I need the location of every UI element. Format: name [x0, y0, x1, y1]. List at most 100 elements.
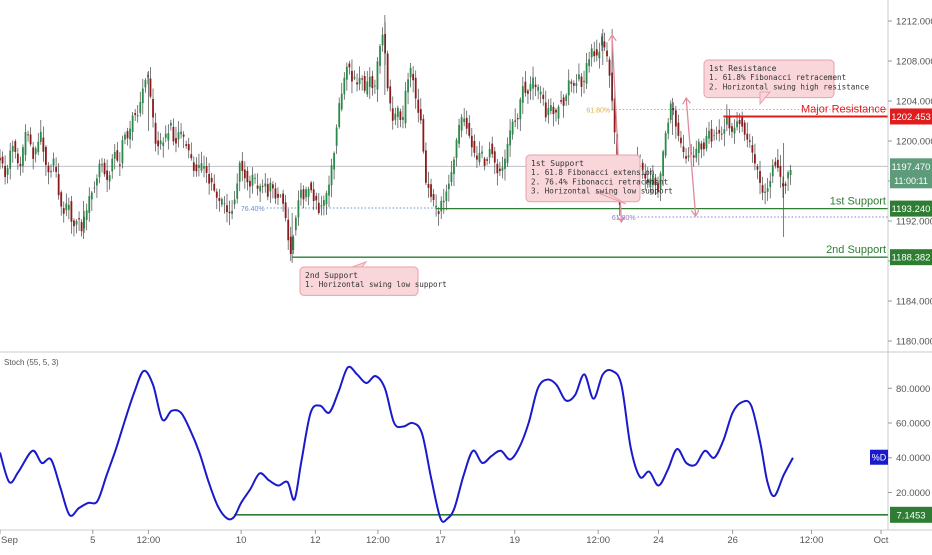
candle[interactable] [715, 126, 718, 141]
candle[interactable] [39, 119, 42, 145]
candle[interactable] [761, 176, 764, 201]
candle[interactable] [697, 138, 700, 166]
candle[interactable] [228, 200, 231, 226]
candle[interactable] [292, 234, 295, 255]
candle[interactable] [488, 141, 491, 164]
candle[interactable] [565, 93, 568, 106]
candle[interactable] [42, 126, 45, 162]
candle[interactable] [101, 157, 103, 173]
stoch-d-line[interactable] [0, 365, 794, 523]
candle[interactable] [177, 121, 180, 148]
candle[interactable] [593, 41, 596, 63]
candle[interactable] [75, 219, 78, 234]
candle[interactable] [445, 184, 448, 211]
candle[interactable] [718, 119, 721, 142]
candle[interactable] [521, 76, 524, 114]
candle[interactable] [417, 88, 420, 123]
candle[interactable] [491, 136, 494, 159]
candle[interactable] [223, 196, 226, 214]
candle[interactable] [93, 181, 96, 194]
candle[interactable] [220, 197, 223, 208]
candle[interactable] [325, 190, 328, 215]
candle[interactable] [700, 140, 703, 159]
candle[interactable] [766, 177, 769, 201]
candle[interactable] [414, 70, 417, 109]
candle[interactable] [664, 130, 667, 159]
candle[interactable] [4, 155, 7, 185]
time-axis[interactable]: Sep 5 12:00 10 12 12:00 17 19 12:00 24 26 12:00 Oct [0, 530, 889, 546]
candle[interactable] [646, 167, 649, 189]
candle[interactable] [152, 88, 154, 128]
level-axis-tag[interactable]: 1188.382 [890, 249, 932, 266]
candle[interactable] [751, 136, 754, 163]
candle[interactable] [654, 174, 657, 195]
candle[interactable] [682, 134, 685, 159]
price-candles[interactable] [0, 15, 792, 263]
candle[interactable] [162, 137, 165, 158]
candle[interactable] [22, 144, 24, 173]
candle[interactable] [412, 66, 415, 93]
candle[interactable] [669, 100, 672, 124]
candle[interactable] [29, 127, 32, 147]
price-axis[interactable]: 1180.0001184.0001188.0001192.0001196.000… [888, 17, 932, 348]
candle[interactable] [748, 133, 751, 148]
candle[interactable] [713, 129, 716, 141]
candle[interactable] [208, 163, 211, 195]
candle[interactable] [185, 140, 188, 149]
candle[interactable] [506, 137, 509, 167]
candle[interactable] [776, 148, 779, 172]
candle[interactable] [476, 146, 478, 168]
candle[interactable] [680, 130, 682, 148]
candle[interactable] [703, 138, 705, 156]
candle[interactable] [57, 163, 60, 200]
candle[interactable] [782, 176, 784, 199]
candle[interactable] [203, 155, 205, 178]
candle[interactable] [182, 131, 185, 149]
candle[interactable] [129, 120, 131, 149]
candle[interactable] [70, 195, 73, 234]
candle[interactable] [164, 125, 167, 143]
candle[interactable] [192, 156, 195, 177]
candle[interactable] [45, 145, 47, 176]
candle[interactable] [124, 131, 126, 145]
candle[interactable] [19, 156, 22, 176]
candle[interactable] [368, 67, 371, 99]
candle[interactable] [557, 104, 560, 125]
candle[interactable] [343, 72, 346, 100]
candle[interactable] [409, 62, 412, 88]
candle[interactable] [483, 156, 486, 171]
candle[interactable] [284, 194, 287, 222]
candle[interactable] [381, 27, 384, 52]
candle[interactable] [213, 174, 216, 193]
candle[interactable] [131, 111, 134, 141]
candle[interactable] [741, 111, 744, 133]
level-line[interactable]: Major Resistance [723, 103, 888, 118]
candle[interactable] [65, 193, 68, 217]
candle[interactable] [340, 82, 343, 112]
candle[interactable] [96, 174, 98, 198]
candle[interactable] [608, 56, 611, 88]
candle[interactable] [585, 52, 588, 89]
candle[interactable] [315, 192, 318, 210]
candle[interactable] [649, 167, 652, 193]
candle[interactable] [391, 96, 394, 130]
candle[interactable] [34, 146, 37, 163]
candle[interactable] [261, 179, 264, 194]
level-axis-tag[interactable]: 1193.240 [890, 200, 932, 217]
candle[interactable] [759, 160, 761, 195]
candle[interactable] [386, 50, 389, 92]
candle[interactable] [103, 158, 106, 177]
candle[interactable] [672, 102, 675, 116]
candle[interactable] [458, 118, 460, 149]
candle[interactable] [555, 108, 557, 122]
candle[interactable] [88, 187, 91, 222]
candle[interactable] [437, 207, 440, 226]
candle[interactable] [236, 173, 239, 204]
candle[interactable] [486, 156, 489, 166]
candle[interactable] [572, 80, 575, 94]
candle[interactable] [504, 149, 506, 181]
candle[interactable] [447, 174, 450, 202]
candle[interactable] [356, 73, 358, 92]
candle[interactable] [233, 190, 236, 209]
candle[interactable] [366, 71, 369, 98]
